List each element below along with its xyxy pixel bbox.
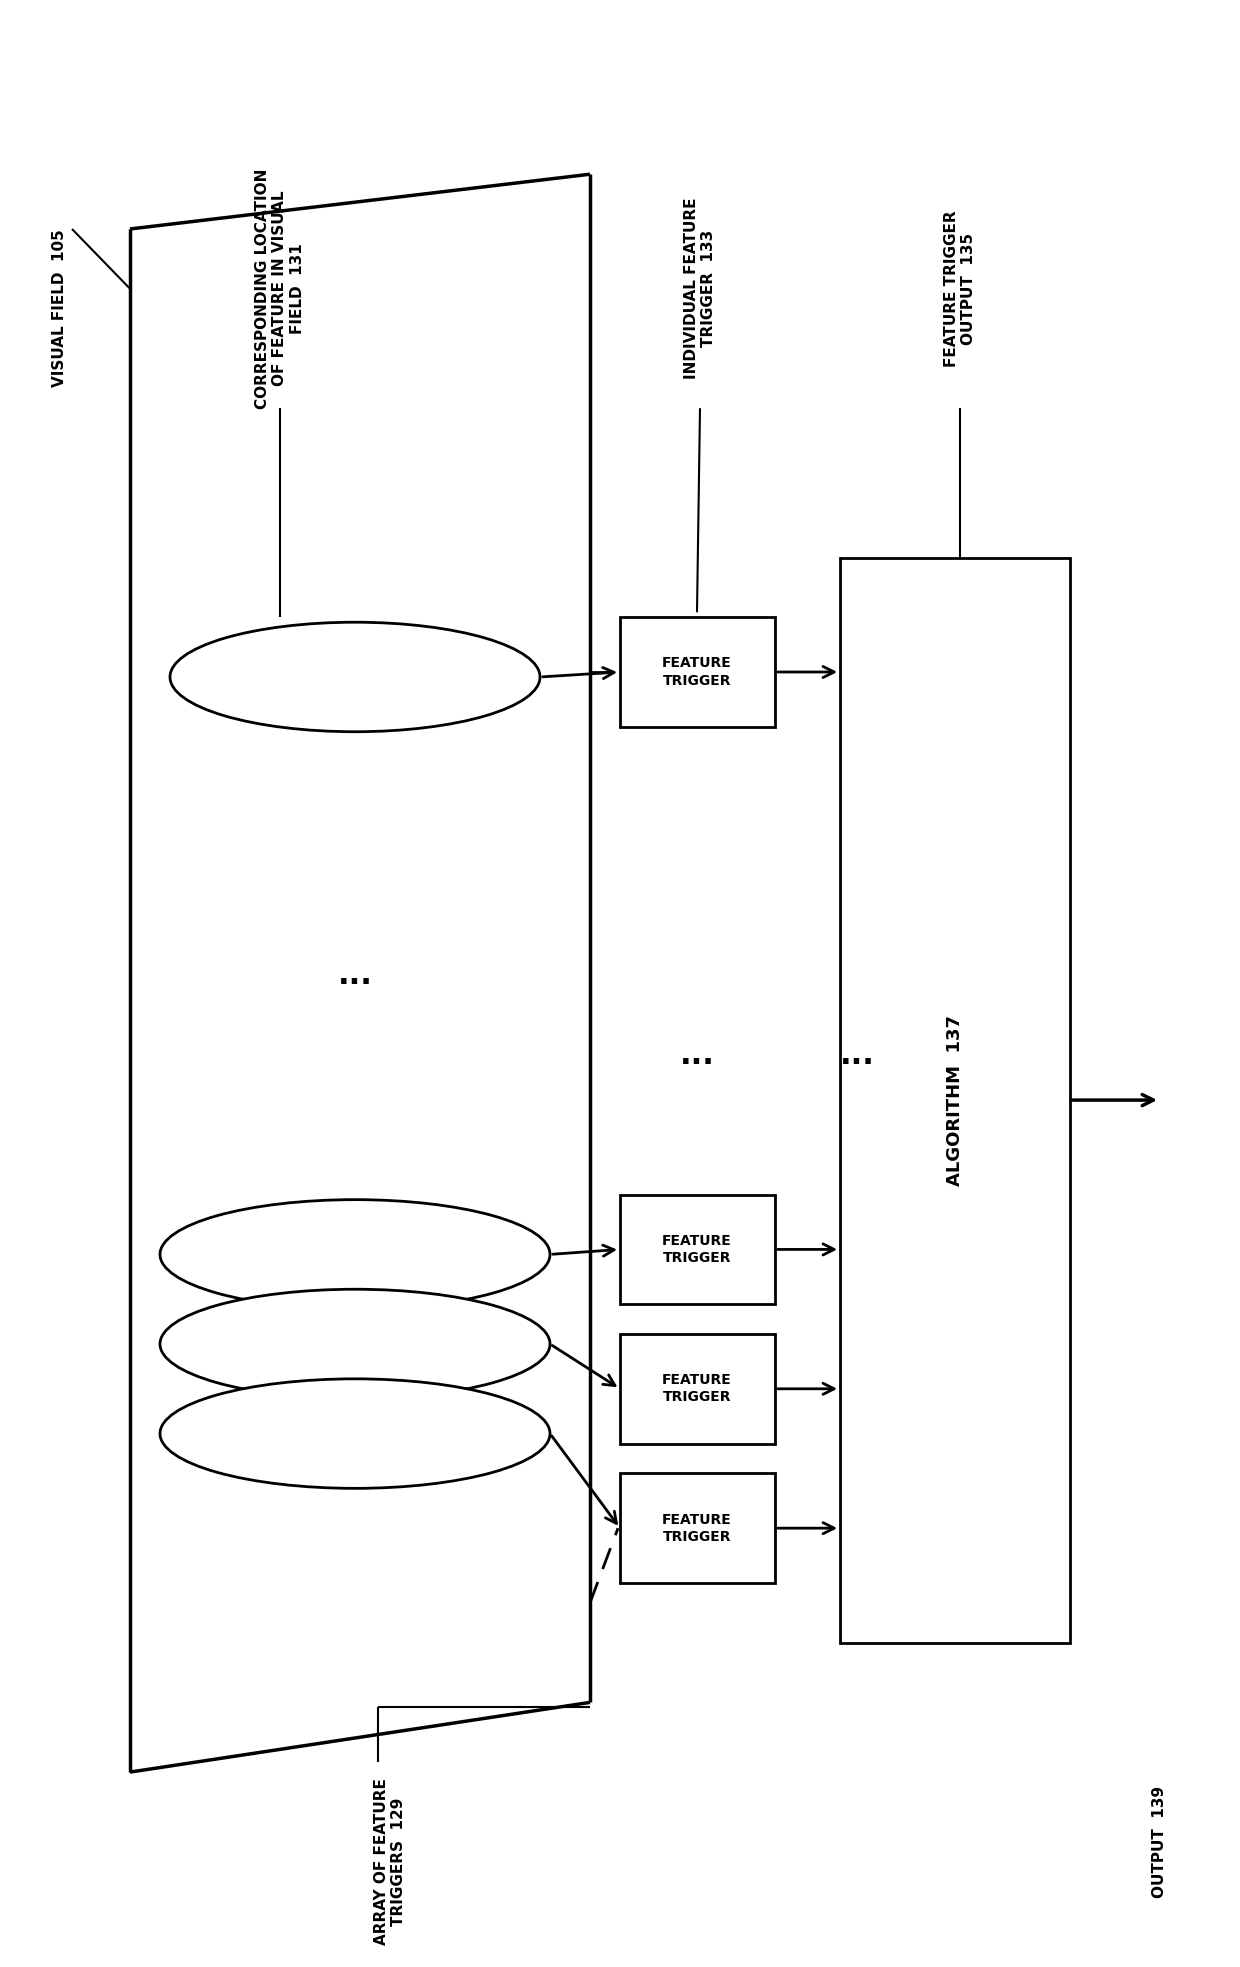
- Text: CORRESPONDING LOCATION
OF FEATURE IN VISUAL
FIELD  131: CORRESPONDING LOCATION OF FEATURE IN VIS…: [255, 169, 305, 409]
- Text: ...: ...: [680, 1041, 714, 1070]
- Text: ALGORITHM  137: ALGORITHM 137: [946, 1015, 963, 1186]
- Text: FEATURE
TRIGGER: FEATURE TRIGGER: [662, 1233, 732, 1265]
- Text: OUTPUT  139: OUTPUT 139: [1152, 1786, 1168, 1898]
- Ellipse shape: [160, 1379, 551, 1489]
- Bar: [620, 1334, 775, 1444]
- Text: FEATURE
TRIGGER: FEATURE TRIGGER: [662, 657, 732, 688]
- Text: VISUAL FIELD  105: VISUAL FIELD 105: [52, 230, 67, 387]
- Text: INDIVIDUAL FEATURE
TRIGGER  133: INDIVIDUAL FEATURE TRIGGER 133: [683, 199, 717, 380]
- Text: FEATURE TRIGGER
OUTPUT  135: FEATURE TRIGGER OUTPUT 135: [944, 210, 976, 368]
- Text: FEATURE
TRIGGER: FEATURE TRIGGER: [662, 1513, 732, 1544]
- Bar: [620, 1473, 775, 1583]
- Bar: [839, 557, 1070, 1642]
- Bar: [620, 1194, 775, 1304]
- Ellipse shape: [160, 1288, 551, 1399]
- Ellipse shape: [170, 622, 539, 732]
- Text: ...: ...: [839, 1041, 874, 1070]
- Bar: [620, 618, 775, 726]
- Text: ARRAY OF FEATURE
TRIGGERS  129: ARRAY OF FEATURE TRIGGERS 129: [373, 1778, 407, 1945]
- Text: FEATURE
TRIGGER: FEATURE TRIGGER: [662, 1373, 732, 1404]
- Ellipse shape: [160, 1200, 551, 1310]
- Text: ...: ...: [337, 962, 372, 989]
